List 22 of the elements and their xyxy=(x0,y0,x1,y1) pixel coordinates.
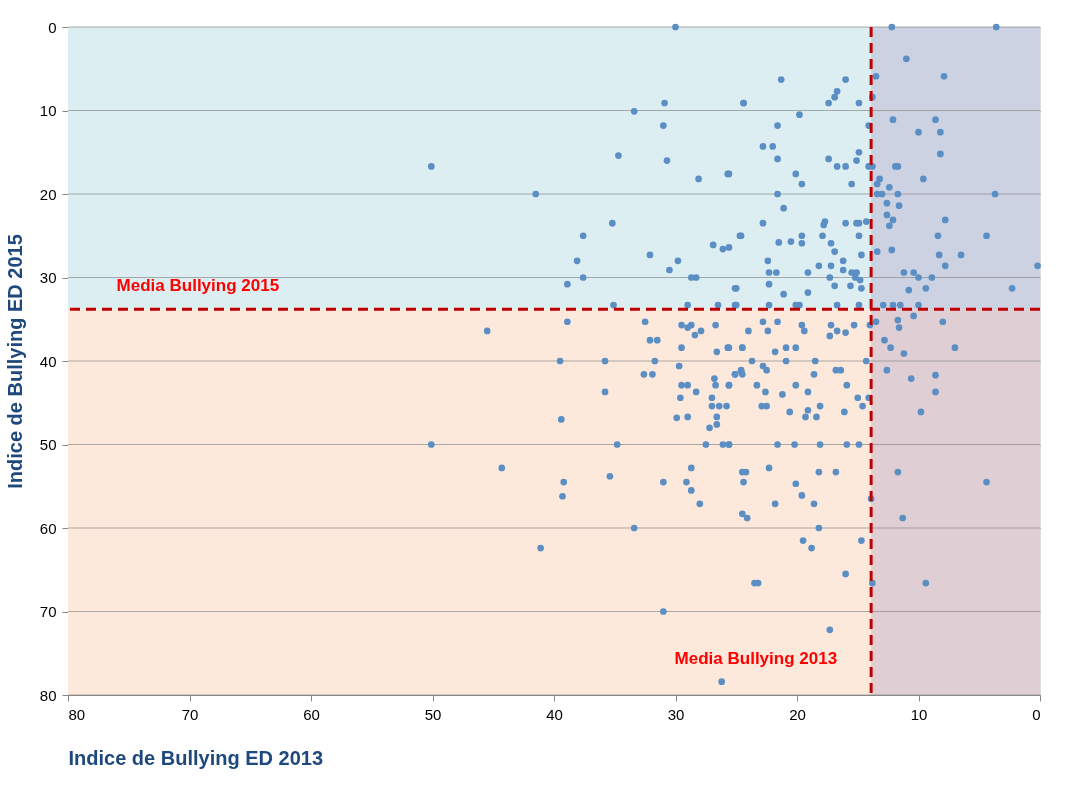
x-tick-label: 40 xyxy=(546,705,563,723)
y-tick-label: 70 xyxy=(39,603,57,620)
x-tick-label: 10 xyxy=(910,705,928,723)
x-tick-label: 60 xyxy=(303,705,320,723)
x-tick-label: 30 xyxy=(667,705,685,723)
y-tick-label: 20 xyxy=(39,185,57,203)
y-tick-label: 50 xyxy=(39,436,57,453)
y-tick-label: 30 xyxy=(39,269,57,286)
y-tick-label: 60 xyxy=(39,519,57,537)
y-tick-label: 0 xyxy=(48,18,57,36)
ref-line-label: Media Bullying 2013 xyxy=(674,649,838,669)
y-tick-label: 80 xyxy=(39,686,57,704)
x-tick-label: 80 xyxy=(68,705,86,723)
y-axis-title: Indice de Bullying ED 2015 xyxy=(3,234,26,489)
x-tick-label: 50 xyxy=(424,705,442,723)
x-tick-label: 0 xyxy=(1032,705,1041,723)
x-axis-title: Indice de Bullying ED 2013 xyxy=(68,746,324,769)
x-tick-label: 70 xyxy=(181,705,199,723)
y-tick-label: 10 xyxy=(39,102,57,119)
ref-line-label: Media Bullying 2015 xyxy=(116,276,280,296)
y-tick-label: 40 xyxy=(39,352,57,370)
x-tick-label: 20 xyxy=(789,705,806,723)
